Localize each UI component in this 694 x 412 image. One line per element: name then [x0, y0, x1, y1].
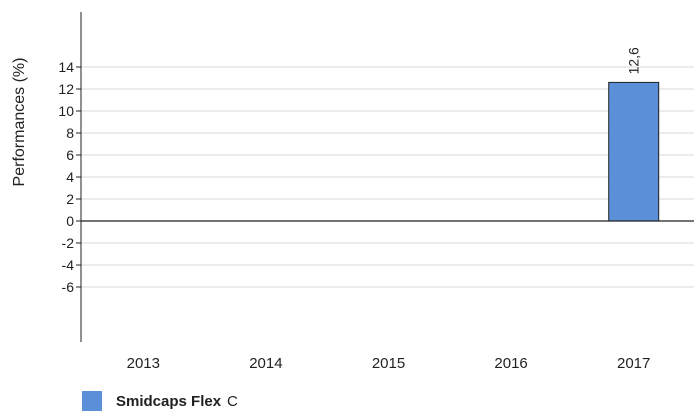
legend-series-share-class: C [227, 392, 238, 410]
y-tick-label: -2 [62, 235, 75, 251]
bar [608, 81, 660, 222]
x-tick-label: 2017 [617, 355, 650, 372]
y-tick-label: 10 [58, 103, 74, 119]
x-tick-label: 2015 [372, 355, 405, 372]
legend: Smidcaps Flex C [82, 391, 238, 411]
x-tick-label: 2016 [494, 355, 527, 372]
x-tick-label: 2014 [249, 355, 282, 372]
y-tick-label: -4 [62, 257, 75, 273]
y-tick-label: -6 [62, 279, 75, 295]
y-tick-label: 6 [66, 147, 74, 163]
y-tick-label: 12 [58, 81, 74, 97]
data-label: 12,6 [626, 47, 642, 74]
legend-swatch [82, 391, 102, 411]
grid-lines [81, 66, 694, 288]
y-tick-label: 0 [66, 213, 74, 229]
x-tick-label: 2013 [127, 355, 160, 372]
legend-series-name: Smidcaps Flex [116, 392, 222, 410]
bars [608, 81, 660, 222]
data-labels: 12,6 [626, 47, 642, 74]
y-axis [76, 12, 82, 342]
y-tick-label: 14 [58, 59, 74, 75]
y-tick-label: 4 [66, 169, 74, 185]
y-axis-label: Performances (%) [11, 58, 28, 187]
y-tick-label: 2 [66, 191, 74, 207]
performance-chart: 14 12 10 8 6 4 2 0 -2 -4 -6 2013 2014 2015 2016 2017 1… [11, 12, 694, 372]
y-tick-labels: 14 12 10 8 6 4 2 0 -2 -4 -6 [58, 59, 74, 295]
x-tick-labels: 2013 2014 2015 2016 2017 [127, 355, 651, 372]
y-tick-label: 8 [66, 125, 74, 141]
